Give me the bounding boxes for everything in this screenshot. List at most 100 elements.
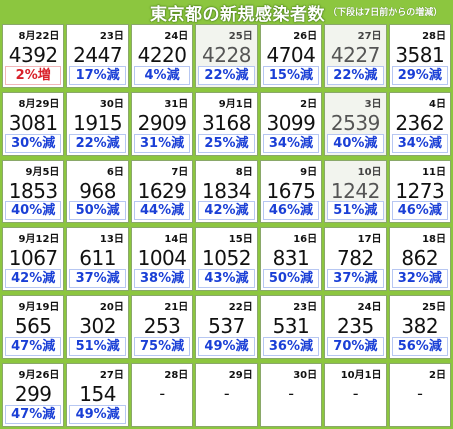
day-case-count: -: [352, 384, 359, 404]
day-change-badge: 49%減: [198, 337, 255, 357]
day-cell: 24日 235 70%減: [324, 295, 387, 360]
day-date: 25日: [422, 302, 446, 314]
header-bar: 東京都の新規感染者数 （下段は7日前からの増減）: [0, 0, 453, 25]
day-case-count: 611: [79, 246, 116, 271]
day-date: 9月5日: [25, 166, 60, 178]
day-case-count: 2447: [73, 43, 123, 67]
day-cell: 9月1日 3168 25%減: [195, 91, 258, 156]
day-case-count: 302: [79, 314, 116, 339]
day-case-count: 1067: [8, 246, 58, 271]
day-case-count: 968: [79, 178, 116, 203]
day-cell: 8月29日 3081 30%減: [2, 91, 65, 156]
day-cell: 27日 154 49%減: [66, 363, 129, 427]
day-date: 10日: [357, 166, 382, 178]
day-date: 28日: [422, 31, 446, 42]
day-cell: 16日 831 50%減: [259, 227, 323, 292]
day-date: 15日: [228, 234, 253, 246]
day-case-count: 3081: [8, 110, 58, 135]
day-change-badge: 40%減: [327, 133, 384, 153]
day-date: 27日: [99, 370, 124, 382]
day-cell: 27日 4227 22%減: [324, 24, 387, 88]
day-change-badge: 47%減: [5, 404, 62, 424]
day-case-count: -: [417, 384, 423, 404]
day-case-count: 299: [14, 382, 52, 407]
day-case-count: 537: [208, 314, 245, 339]
day-case-count: -: [159, 384, 165, 404]
day-case-count: 3581: [395, 43, 445, 67]
day-change-badge: 30%減: [5, 133, 62, 153]
day-change-badge: 32%減: [391, 269, 448, 289]
day-cell: 6日 968 50%減: [66, 159, 129, 224]
day-case-count: 1915: [73, 110, 123, 135]
day-case-count: 565: [14, 314, 52, 339]
day-cell: 31日 2909 31%減: [130, 91, 194, 156]
day-change-badge: 29%減: [391, 65, 448, 85]
day-change-badge: 22%減: [198, 65, 255, 85]
day-date: 23日: [99, 31, 124, 42]
day-change-badge: 22%減: [69, 133, 126, 153]
day-date: 21日: [164, 302, 189, 314]
day-cell: 20日 302 51%減: [66, 295, 129, 360]
day-cell: 30日 1915 22%減: [66, 91, 129, 156]
day-change-badge: 42%減: [5, 269, 62, 289]
day-cell: 24日 4220 4%減: [130, 24, 194, 88]
day-case-count: 531: [272, 314, 310, 339]
day-change-badge: 25%減: [198, 133, 255, 153]
day-date: 14日: [164, 234, 189, 246]
day-date: 16日: [293, 234, 318, 246]
day-date: 30日: [99, 98, 124, 110]
day-date: 24日: [357, 302, 382, 314]
day-case-count: 1052: [202, 246, 251, 271]
day-case-count: -: [223, 384, 230, 404]
day-change-badge: 34%減: [391, 133, 448, 153]
day-change-badge: 51%減: [69, 337, 126, 357]
day-date: 8月29日: [18, 98, 60, 110]
day-change-badge: 50%減: [69, 201, 126, 221]
day-cell: 7日 1629 44%減: [130, 159, 194, 224]
day-case-count: 1273: [395, 178, 445, 203]
day-change-badge: 70%減: [327, 337, 384, 357]
day-cell: 30日 -: [259, 363, 323, 427]
day-change-badge: 4%減: [133, 65, 191, 85]
day-cell: 10日 1242 51%減: [324, 159, 387, 224]
day-date: 6日: [106, 166, 124, 178]
caption-note: （下段は7日前からの増減）: [328, 8, 443, 18]
day-date: 18日: [422, 234, 446, 246]
calendar-grid: 8月22日 4392 2%増 23日 2447 17%減 24日 4220 4%減 25日 4228…: [2, 24, 451, 427]
day-cell: 25日 382 56%減: [388, 295, 451, 360]
day-cell: 29日 -: [195, 363, 258, 427]
day-date: 22日: [228, 302, 253, 314]
day-case-count: -: [288, 384, 294, 404]
day-cell: 21日 253 75%減: [130, 295, 194, 360]
day-change-badge: 31%減: [133, 133, 191, 153]
day-case-count: 1834: [202, 178, 251, 203]
day-date: 9月19日: [18, 302, 60, 314]
day-change-badge: 75%減: [133, 337, 191, 357]
day-date: 27日: [357, 31, 382, 42]
day-change-badge: 50%減: [262, 269, 320, 289]
day-case-count: 4220: [137, 43, 187, 67]
day-change-badge: 37%減: [69, 269, 126, 289]
day-change-badge: 40%減: [5, 201, 62, 221]
day-cell: 23日 2447 17%減: [66, 24, 129, 88]
day-cell: 26日 4704 15%減: [259, 24, 323, 88]
day-cell: 2日 -: [388, 363, 451, 427]
day-date: 9月12日: [18, 234, 60, 246]
day-cell: 11日 1273 46%減: [388, 159, 451, 224]
day-date: 28日: [164, 370, 189, 382]
day-cell: 8月22日 4392 2%増: [2, 24, 65, 88]
day-date: 7日: [171, 166, 189, 178]
day-change-badge: 15%減: [262, 65, 320, 85]
day-change-badge: 22%減: [327, 65, 384, 85]
day-case-count: 382: [401, 314, 439, 339]
day-change-badge: 17%減: [69, 65, 126, 85]
day-date: 26日: [293, 31, 318, 42]
day-case-count: 3099: [266, 110, 316, 135]
day-date: 2日: [300, 98, 318, 110]
day-date: 10月1日: [340, 370, 382, 382]
day-case-count: 235: [337, 314, 374, 339]
day-case-count: 4392: [8, 43, 58, 67]
day-cell: 3日 2539 40%減: [324, 91, 387, 156]
day-date: 25日: [228, 31, 253, 42]
day-case-count: 1675: [266, 178, 316, 203]
